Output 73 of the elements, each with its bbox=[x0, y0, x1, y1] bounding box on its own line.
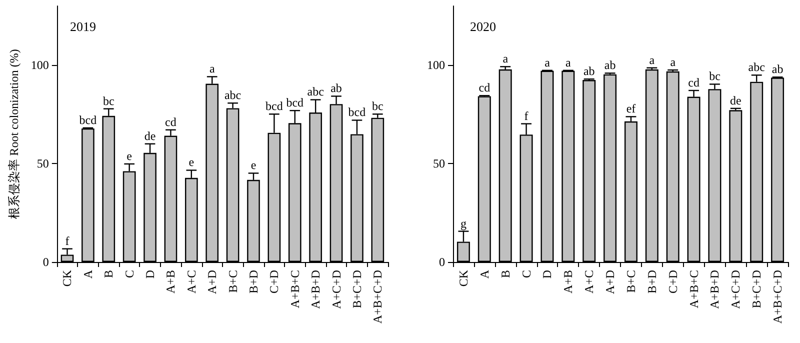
x-tick-label: A+B+C+D bbox=[370, 270, 385, 324]
data-label: a bbox=[502, 52, 509, 66]
data-label: abc bbox=[224, 88, 242, 102]
y-tick-label: 100 bbox=[427, 58, 445, 72]
data-label: a bbox=[209, 62, 216, 76]
data-label: f bbox=[524, 108, 528, 123]
y-tick-label: 0 bbox=[439, 255, 445, 269]
x-tick-label: B+C+D bbox=[350, 270, 364, 308]
x-tick-label: B bbox=[498, 270, 512, 278]
x-tick-label: A+D bbox=[603, 270, 618, 294]
x-tick-label: A+B+C bbox=[686, 270, 701, 308]
y-axis-title: 根系侵染率 Root colonization (%) bbox=[7, 49, 21, 219]
data-label: cd bbox=[478, 80, 490, 95]
data-label: ef bbox=[626, 102, 636, 116]
x-tick-label: A+C bbox=[184, 270, 198, 294]
x-tick-label: B+C bbox=[624, 270, 638, 293]
x-tick-label: B+D bbox=[644, 270, 659, 294]
x-tick-label: D bbox=[540, 270, 554, 279]
data-label: a bbox=[649, 52, 656, 67]
data-label: cd bbox=[165, 114, 176, 129]
y-tick-label: 50 bbox=[36, 156, 49, 171]
data-label: e bbox=[250, 158, 256, 172]
data-label: bcd bbox=[266, 99, 283, 114]
data-label: bcd bbox=[286, 96, 304, 110]
y-tick-label: 50 bbox=[433, 156, 445, 171]
x-tick-label: A+B+D bbox=[708, 270, 722, 309]
x-tick-label: A+B+D bbox=[308, 270, 323, 309]
x-tick-label: A+C+D bbox=[329, 270, 344, 309]
x-tick-label: A+B bbox=[164, 270, 178, 294]
data-label: ab bbox=[604, 58, 616, 72]
data-label: abc bbox=[748, 60, 765, 74]
data-label: bc bbox=[102, 94, 114, 108]
x-tick-label: C bbox=[122, 270, 136, 278]
x-tick-label: A+B+C+D bbox=[770, 270, 785, 324]
data-label: bcd bbox=[348, 105, 366, 120]
data-label: g bbox=[460, 216, 466, 230]
y-tick-label: 100 bbox=[30, 58, 49, 72]
x-tick-label: CK bbox=[60, 270, 74, 287]
x-tick-label: A+C+D bbox=[728, 270, 743, 309]
data-label: bc bbox=[709, 69, 720, 84]
data-label: bcd bbox=[79, 112, 97, 127]
y-tick-label: 0 bbox=[42, 255, 49, 269]
x-tick-label: B+C bbox=[226, 270, 240, 293]
data-label: f bbox=[65, 234, 70, 248]
x-tick-label: A bbox=[477, 270, 492, 279]
x-tick-label: A+C bbox=[582, 270, 596, 294]
x-tick-label: D bbox=[143, 270, 158, 279]
annotation: 2020 bbox=[470, 19, 496, 34]
data-label: ab bbox=[772, 62, 784, 76]
x-tick-label: C+D bbox=[267, 270, 282, 294]
data-label: a bbox=[544, 55, 551, 70]
data-label: a bbox=[565, 55, 572, 70]
x-tick-label: C+D bbox=[666, 270, 680, 294]
data-label: a bbox=[670, 55, 676, 69]
x-tick-label: A+D bbox=[205, 270, 220, 294]
data-label: ab bbox=[330, 81, 342, 96]
data-label: cd bbox=[688, 75, 700, 90]
data-label: bc bbox=[372, 99, 384, 114]
x-tick-label: B+D bbox=[246, 270, 260, 294]
x-tick-label: CK bbox=[456, 270, 470, 287]
annotation: 2019 bbox=[70, 19, 96, 34]
x-tick-label: C bbox=[519, 270, 534, 278]
x-tick-label: A bbox=[80, 270, 95, 279]
data-label: de bbox=[144, 128, 156, 143]
data-label: e bbox=[126, 148, 132, 163]
data-label: de bbox=[730, 93, 742, 108]
x-tick-label: B bbox=[102, 270, 116, 278]
x-tick-label: A+B bbox=[561, 270, 576, 294]
x-tick-label: B+C+D bbox=[750, 270, 764, 308]
data-label: ab bbox=[583, 64, 595, 78]
data-label: abc bbox=[307, 84, 324, 99]
data-label: e bbox=[188, 155, 194, 170]
x-tick-label: A+B+C bbox=[288, 270, 302, 308]
